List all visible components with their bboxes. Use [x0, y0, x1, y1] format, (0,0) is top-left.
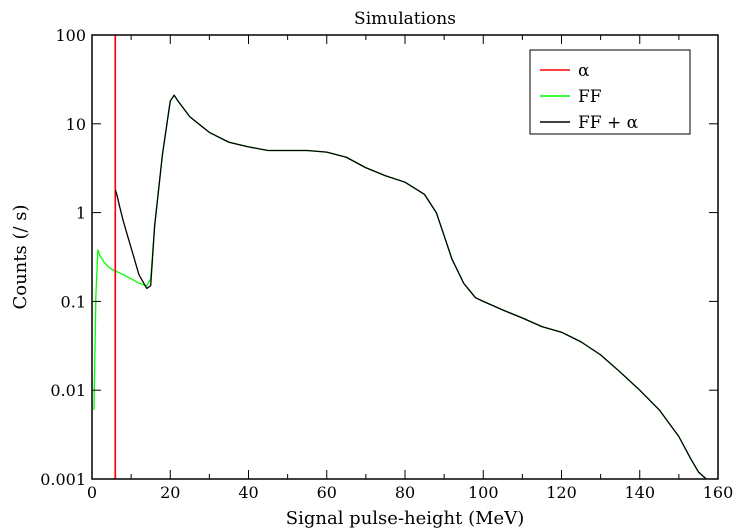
x-tick-label: 0	[87, 483, 97, 502]
x-axis-label: Signal pulse-height (MeV)	[286, 508, 524, 529]
legend-label: α	[578, 61, 590, 81]
y-tick-label: 0.01	[50, 381, 86, 400]
x-tick-label: 60	[317, 483, 337, 502]
x-axis: 0 20 40 60 80 100 120 140 160	[87, 35, 733, 502]
legend: α FF FF + α	[529, 49, 691, 135]
chart-title: Simulations	[354, 9, 456, 29]
x-tick-label: 40	[238, 483, 258, 502]
y-tick-label: 100	[55, 26, 86, 45]
y-tick-label: 1	[76, 204, 86, 223]
x-tick-label: 100	[468, 483, 499, 502]
x-tick-label: 80	[395, 483, 415, 502]
y-tick-label: 10	[66, 115, 86, 134]
x-tick-label: 120	[546, 483, 577, 502]
x-tick-label: 140	[624, 483, 655, 502]
y-axis-label: Counts (/ s)	[10, 204, 31, 309]
series-line-1	[93, 94, 707, 479]
legend-label: FF + α	[578, 113, 639, 133]
series-line-2	[114, 94, 707, 479]
x-tick-label: 20	[160, 483, 180, 502]
y-tick-label: 0.1	[61, 292, 86, 311]
y-axis: 0.001 0.01 0.1 1 10 100	[40, 26, 718, 489]
legend-label: FF	[578, 87, 602, 107]
y-tick-label: 0.001	[40, 470, 86, 489]
x-tick-label: 160	[703, 483, 734, 502]
legend-box	[529, 49, 691, 135]
